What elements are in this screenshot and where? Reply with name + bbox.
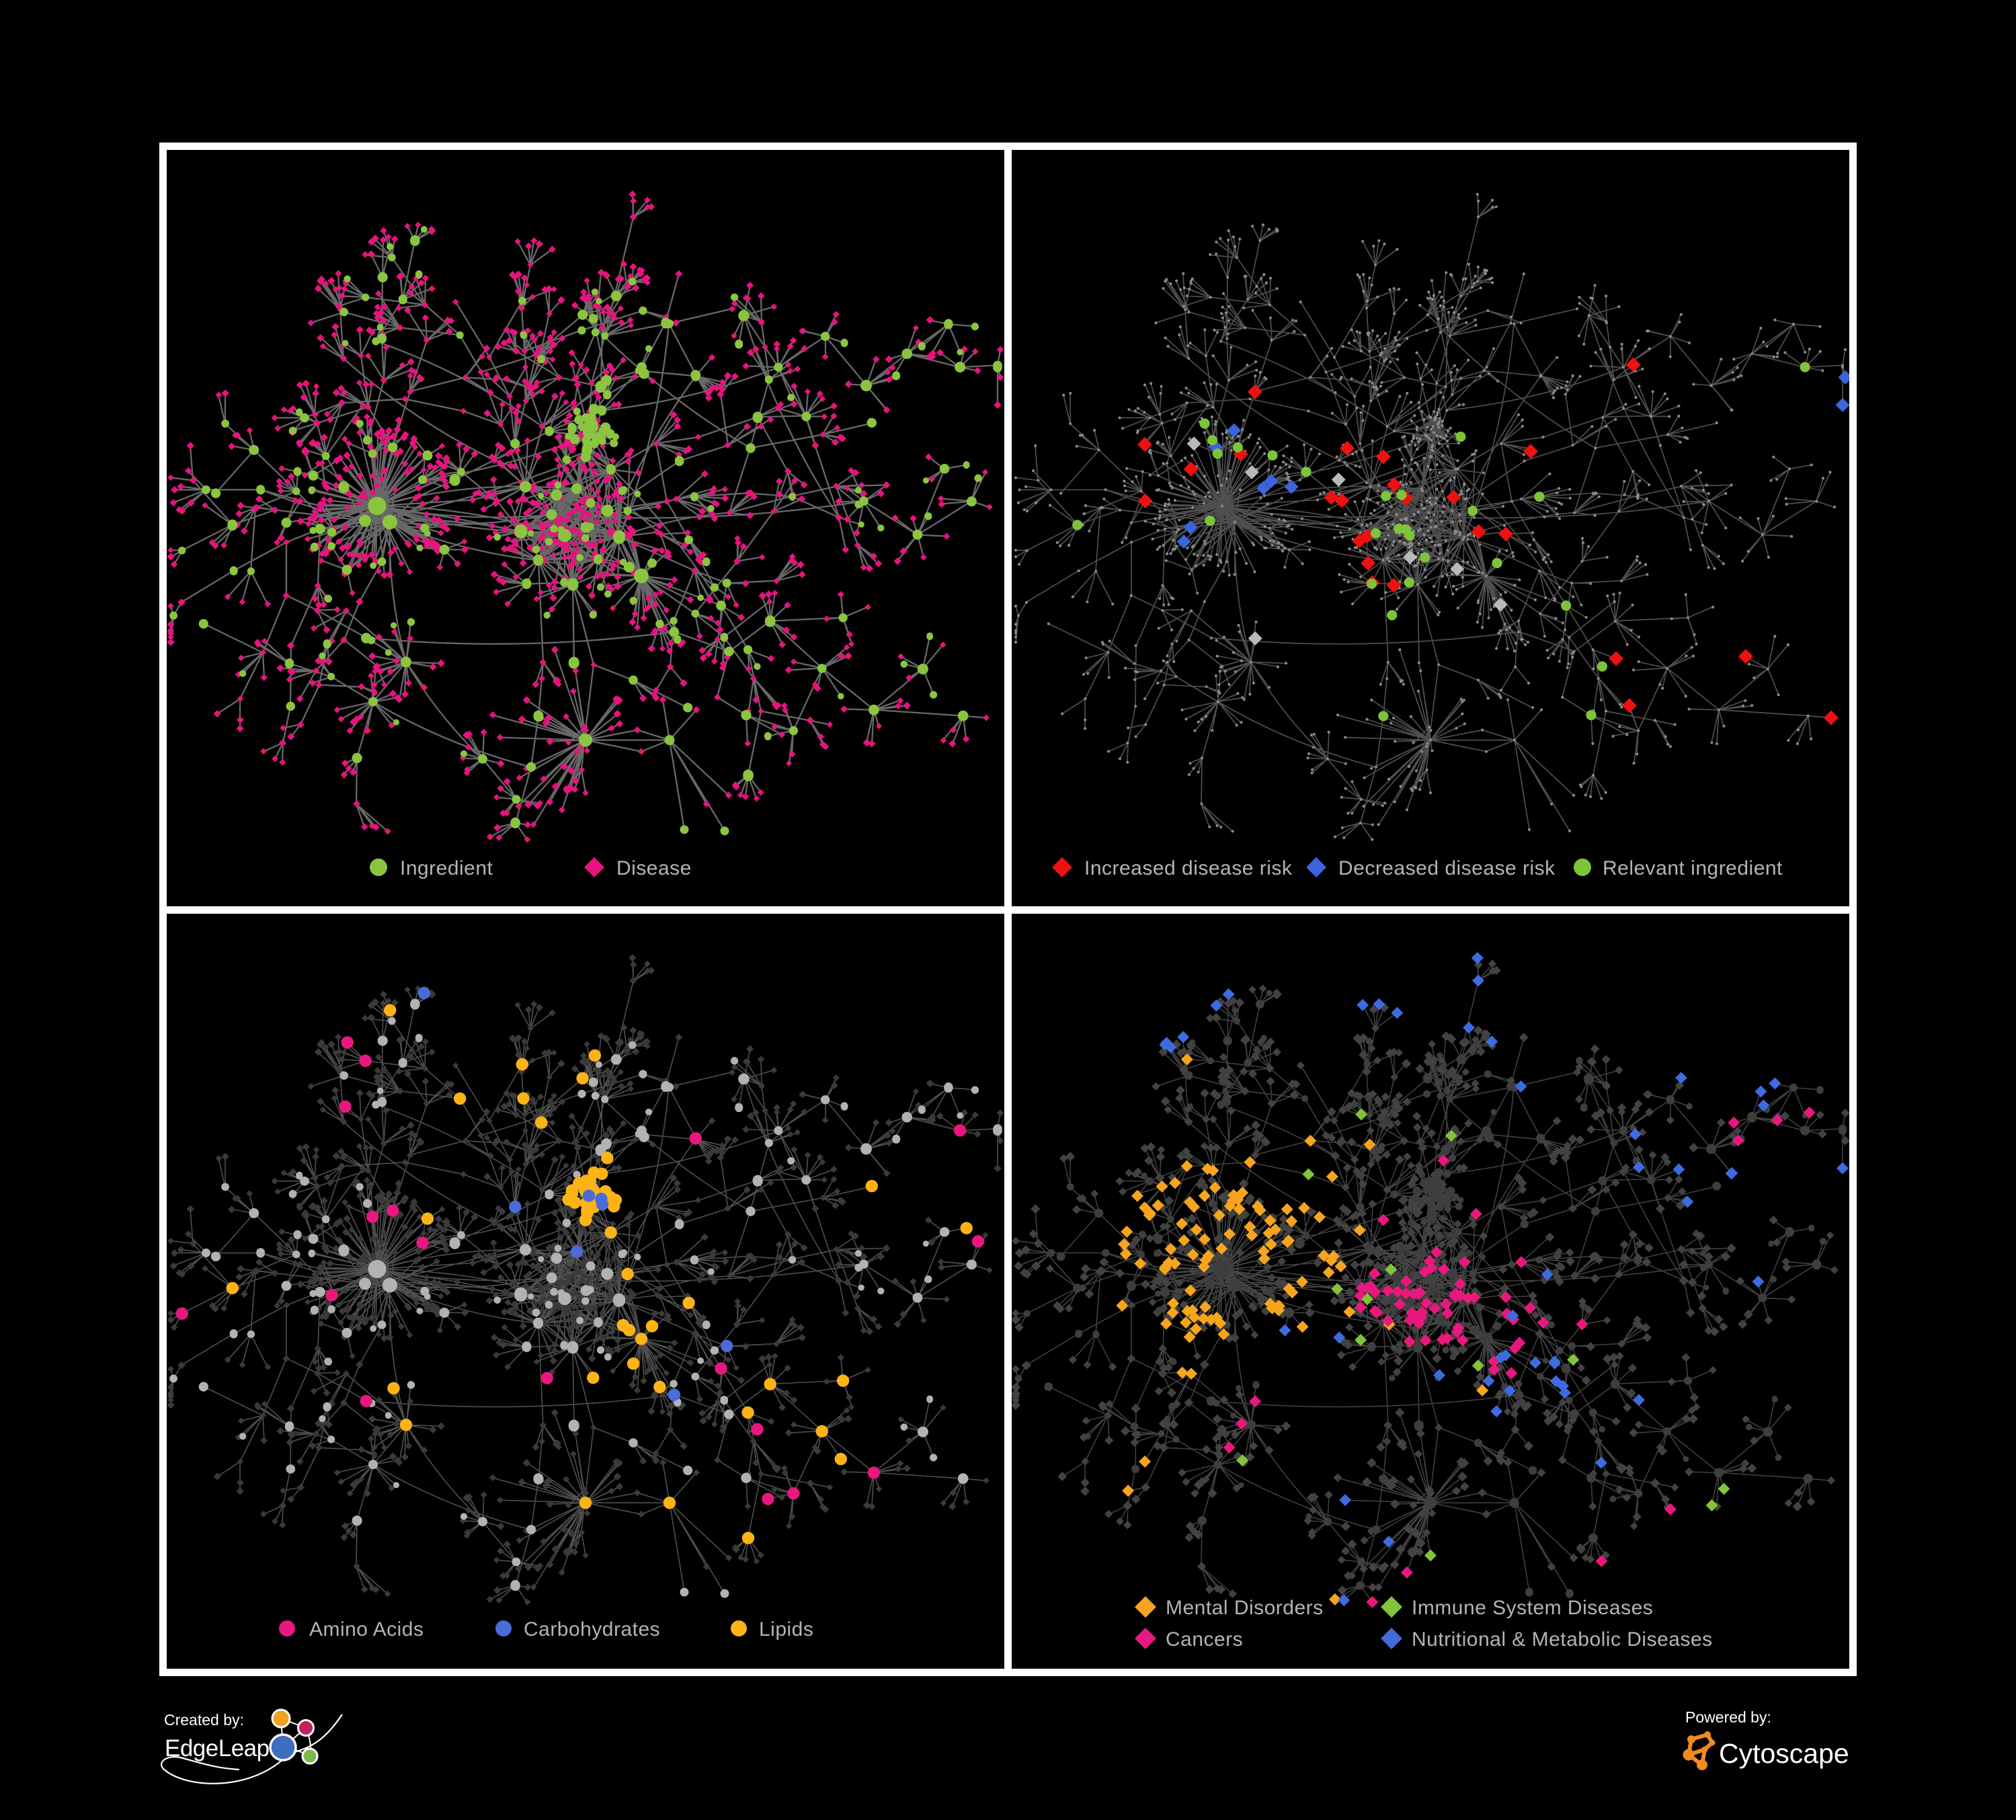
- svg-text:Ingredient: Ingredient: [400, 857, 493, 879]
- svg-text:EdgeLeap: EdgeLeap: [165, 1735, 270, 1762]
- svg-text:Relevant ingredient: Relevant ingredient: [1603, 857, 1783, 879]
- svg-text:Powered by:: Powered by:: [1685, 1708, 1771, 1726]
- svg-text:Cytoscape: Cytoscape: [1719, 1738, 1849, 1769]
- svg-text:Carbohydrates: Carbohydrates: [524, 1618, 660, 1640]
- svg-text:Lipids: Lipids: [759, 1618, 813, 1640]
- svg-text:Immune System Diseases: Immune System Diseases: [1412, 1597, 1653, 1619]
- svg-text:Created by:: Created by:: [164, 1711, 244, 1729]
- svg-text:Nutritional & Metabolic Diseas: Nutritional & Metabolic Diseases: [1412, 1628, 1713, 1651]
- svg-text:Amino Acids: Amino Acids: [309, 1618, 424, 1640]
- svg-text:Cancers: Cancers: [1166, 1628, 1243, 1651]
- svg-text:Disease: Disease: [616, 857, 692, 879]
- svg-text:Mental Disorders: Mental Disorders: [1166, 1597, 1324, 1619]
- svg-text:Decreased disease risk: Decreased disease risk: [1338, 857, 1556, 879]
- svg-text:Increased disease risk: Increased disease risk: [1084, 857, 1293, 879]
